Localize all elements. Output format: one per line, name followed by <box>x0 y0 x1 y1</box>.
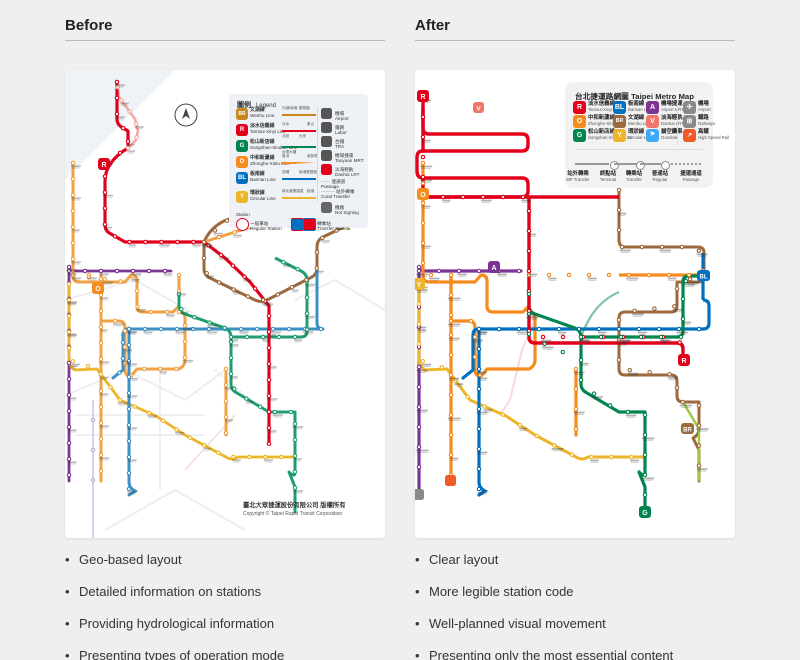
svg-text:R: R <box>420 94 425 101</box>
svg-text:Y: Y <box>417 282 422 289</box>
svg-text:G: G <box>642 510 648 517</box>
svg-text:BR: BR <box>683 428 692 434</box>
svg-text:O: O <box>95 286 101 293</box>
svg-text:A: A <box>491 265 496 272</box>
svg-text:R: R <box>681 358 686 365</box>
svg-text:R: R <box>101 162 106 169</box>
svg-text:O: O <box>420 192 426 199</box>
svg-text:BL: BL <box>700 275 708 281</box>
svg-text:V: V <box>476 106 481 113</box>
